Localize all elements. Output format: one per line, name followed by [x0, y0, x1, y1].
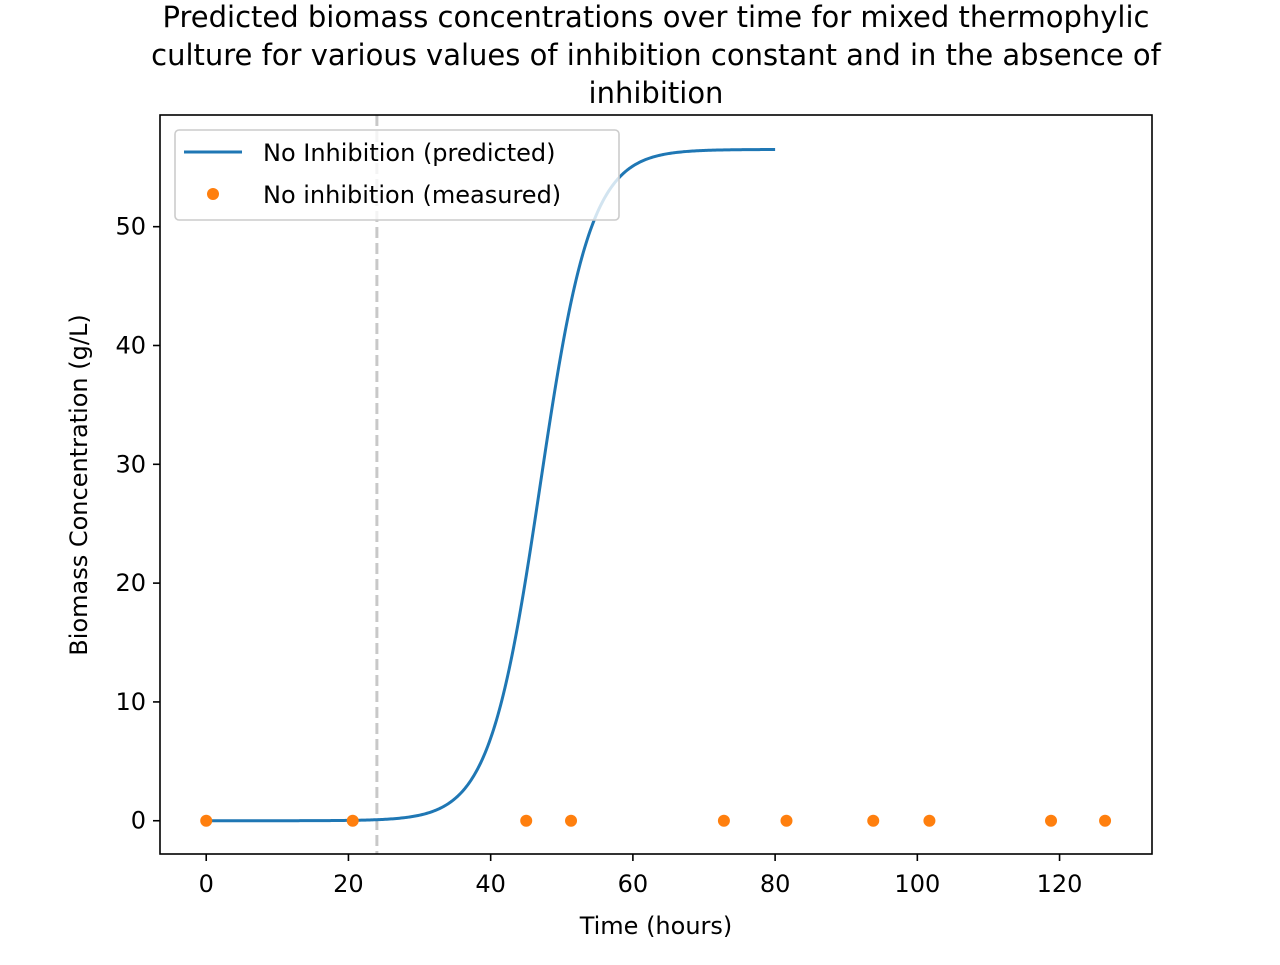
y-tick-label: 0: [131, 807, 146, 835]
measured-point: [780, 814, 793, 827]
y-tick-label: 20: [115, 569, 146, 597]
plot-area: [200, 115, 1112, 854]
chart-title-line-3: inhibition: [589, 76, 724, 110]
chart-title-line-2: culture for various values of inhibition…: [151, 38, 1162, 72]
measured-point: [346, 814, 359, 827]
y-tick-label: 50: [115, 213, 146, 241]
y-tick-label: 40: [115, 331, 146, 359]
x-tick-label: 0: [199, 870, 214, 898]
chart-title-line-1: Predicted biomass concentrations over ti…: [163, 0, 1150, 34]
y-axis-label: Biomass Concentration (g/L): [65, 314, 93, 655]
measured-point: [717, 814, 730, 827]
x-tick-label: 40: [475, 870, 506, 898]
legend-label-measured: No inhibition (measured): [263, 181, 561, 209]
y-tick-label: 30: [115, 450, 146, 478]
x-tick-label: 100: [894, 870, 940, 898]
legend-frame: [174, 129, 620, 221]
chart-title: Predicted biomass concentrations over ti…: [151, 0, 1162, 110]
measured-point: [867, 814, 880, 827]
x-tick-label: 60: [618, 870, 649, 898]
legend: No Inhibition (predicted) No inhibition …: [174, 129, 620, 221]
axes-frame: [159, 114, 1153, 855]
x-tick-label: 20: [333, 870, 364, 898]
x-axis-label: Time (hours): [579, 912, 733, 940]
legend-marker-swatch: [207, 188, 219, 200]
measured-point: [1045, 814, 1058, 827]
measured-point: [1099, 814, 1112, 827]
x-tick-label: 120: [1037, 870, 1083, 898]
legend-label-predicted: No Inhibition (predicted): [263, 139, 556, 167]
x-axis-ticks: 0 20 40 60 80 100 120: [199, 854, 1083, 898]
series-predicted-line: [206, 148, 776, 823]
measured-point: [520, 814, 533, 827]
x-tick-label: 80: [760, 870, 791, 898]
y-axis-ticks: 0 10 20 30 40 50: [115, 213, 160, 835]
y-tick-label: 10: [115, 688, 146, 716]
measured-point: [565, 814, 578, 827]
measured-point: [200, 814, 213, 827]
measured-point: [923, 814, 936, 827]
